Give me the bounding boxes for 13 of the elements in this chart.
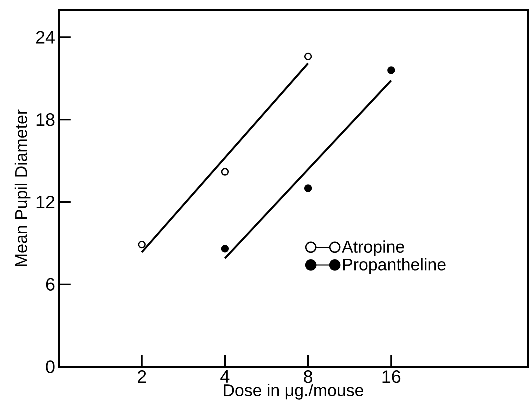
x-tick-label: 2 bbox=[138, 370, 146, 384]
x-tick-label: 8 bbox=[304, 370, 313, 384]
y-tick-label: 12 bbox=[36, 196, 55, 208]
y-tick-label: 6 bbox=[46, 278, 55, 291]
y-tick-label: 0 bbox=[46, 360, 55, 374]
legend-label: Propantheline bbox=[343, 258, 446, 274]
y-axis-title: Mean Pupil Diameter bbox=[14, 110, 31, 266]
legend-label: Atropine bbox=[342, 240, 404, 256]
x-tick-label: 16 bbox=[382, 370, 401, 384]
y-tick-label: 24 bbox=[36, 31, 55, 44]
x-axis-title: Dose in μg./mouse bbox=[224, 384, 364, 400]
x-tick-label: 4 bbox=[220, 370, 230, 383]
y-tick-label: 18 bbox=[36, 113, 55, 126]
